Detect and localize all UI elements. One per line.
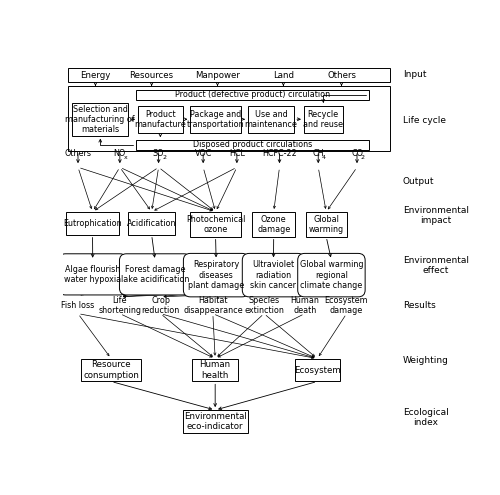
FancyBboxPatch shape — [81, 358, 141, 382]
FancyBboxPatch shape — [295, 358, 340, 382]
FancyBboxPatch shape — [192, 358, 238, 382]
Text: Recycle
and reuse: Recycle and reuse — [304, 109, 344, 129]
FancyBboxPatch shape — [128, 212, 175, 235]
Text: Energy: Energy — [80, 70, 110, 80]
Text: Environmental
effect: Environmental effect — [402, 255, 468, 275]
Text: CO: CO — [351, 148, 363, 158]
Text: Life
shortening: Life shortening — [98, 296, 142, 315]
Text: Acidification: Acidification — [127, 219, 176, 228]
FancyBboxPatch shape — [136, 90, 368, 100]
Text: Manpower: Manpower — [195, 70, 240, 80]
FancyBboxPatch shape — [184, 253, 249, 297]
Text: 2: 2 — [162, 154, 166, 160]
Text: HCL: HCL — [229, 148, 245, 158]
Text: HCFC-22: HCFC-22 — [262, 148, 297, 158]
Text: Algae flourish
water hypoxia: Algae flourish water hypoxia — [64, 265, 122, 284]
FancyBboxPatch shape — [182, 410, 248, 433]
Text: Use and
maintenance: Use and maintenance — [244, 109, 298, 129]
Text: Resources: Resources — [130, 70, 174, 80]
FancyBboxPatch shape — [66, 212, 118, 235]
FancyBboxPatch shape — [138, 106, 182, 133]
Text: Photochemical
ozone: Photochemical ozone — [186, 214, 245, 234]
Text: Environmental
impact: Environmental impact — [402, 206, 468, 225]
Text: Human
death: Human death — [290, 296, 319, 315]
FancyBboxPatch shape — [68, 86, 390, 151]
Text: NO: NO — [114, 148, 126, 158]
Text: Others: Others — [327, 70, 356, 80]
Text: CH: CH — [312, 148, 324, 158]
Text: x: x — [124, 154, 128, 160]
FancyBboxPatch shape — [68, 68, 390, 82]
Text: Product
manufacture: Product manufacture — [134, 109, 186, 129]
Text: 2: 2 — [361, 154, 365, 160]
Text: Global
warming: Global warming — [308, 214, 344, 234]
Text: Output: Output — [402, 177, 434, 186]
Text: Environmental
eco-indicator: Environmental eco-indicator — [184, 412, 246, 431]
Text: VOC: VOC — [194, 148, 212, 158]
Text: Others: Others — [64, 148, 92, 158]
FancyBboxPatch shape — [72, 103, 128, 136]
Text: Ecological
index: Ecological index — [402, 408, 448, 427]
Text: Selection and
manufacturing of
materials: Selection and manufacturing of materials — [66, 104, 135, 134]
Text: SO: SO — [153, 148, 164, 158]
Text: Product (defective product) circulation: Product (defective product) circulation — [175, 91, 330, 99]
FancyBboxPatch shape — [190, 212, 241, 237]
FancyBboxPatch shape — [120, 254, 191, 295]
FancyBboxPatch shape — [252, 212, 295, 237]
Text: Forest damage
lake acidification: Forest damage lake acidification — [121, 265, 190, 284]
Text: 4: 4 — [322, 154, 326, 160]
FancyBboxPatch shape — [242, 253, 304, 297]
Text: Life cycle: Life cycle — [402, 116, 446, 125]
Text: Input: Input — [402, 70, 426, 79]
Text: Global warming
regional
climate change: Global warming regional climate change — [300, 260, 363, 290]
Text: Species
extinction: Species extinction — [244, 296, 284, 315]
Text: Package and
transportation: Package and transportation — [187, 109, 244, 129]
Text: Habitat
disappearance: Habitat disappearance — [183, 296, 242, 315]
Text: Eutrophication: Eutrophication — [63, 219, 122, 228]
Text: Ultraviolet
radiation
skin cancer: Ultraviolet radiation skin cancer — [250, 260, 296, 290]
Text: Ozone
damage: Ozone damage — [257, 214, 290, 234]
Text: Land: Land — [273, 70, 294, 80]
FancyBboxPatch shape — [306, 212, 346, 237]
FancyBboxPatch shape — [298, 253, 365, 297]
FancyBboxPatch shape — [190, 106, 241, 133]
Text: Respiratory
diseases
plant damage: Respiratory diseases plant damage — [188, 260, 244, 290]
FancyBboxPatch shape — [304, 106, 343, 133]
Text: Crop
reduction: Crop reduction — [142, 296, 180, 315]
Text: Disposed product circulations: Disposed product circulations — [193, 141, 312, 149]
FancyBboxPatch shape — [58, 254, 127, 295]
Text: Results: Results — [402, 301, 436, 310]
Text: Fish loss: Fish loss — [62, 301, 94, 310]
Text: Ecosystem: Ecosystem — [294, 365, 341, 375]
FancyBboxPatch shape — [248, 106, 294, 133]
FancyBboxPatch shape — [136, 140, 368, 149]
Text: Human
health: Human health — [200, 360, 230, 380]
Text: Resource
consumption: Resource consumption — [83, 360, 139, 380]
Text: Ecosystem
damage: Ecosystem damage — [324, 296, 368, 315]
Text: Weighting: Weighting — [402, 356, 448, 365]
